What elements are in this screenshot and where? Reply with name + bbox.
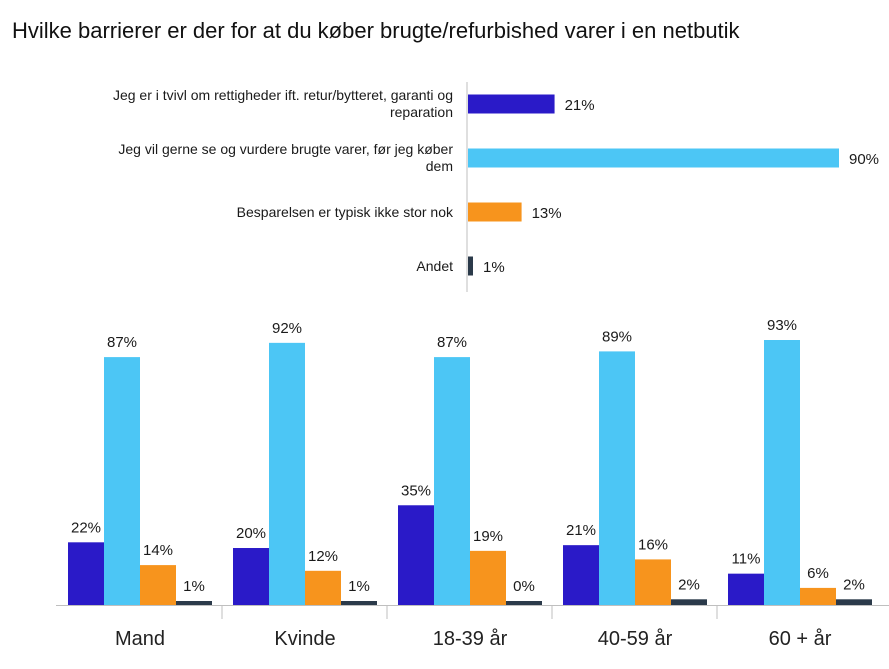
- v-value-label-5-1: 11%: [732, 551, 761, 568]
- v-bar-3-3: [470, 550, 506, 605]
- v-value-label-2-4: 1%: [348, 578, 370, 595]
- v-category-label-3: 18-39 år: [433, 628, 508, 650]
- v-value-label-1-2: 87%: [107, 334, 137, 351]
- v-bar-1-4: [176, 601, 212, 605]
- v-bar-4-3: [635, 559, 671, 605]
- h-category-label-1: Jeg er i tvivl om rettigheder ift. retur…: [113, 87, 453, 120]
- v-bar-2-4: [341, 601, 377, 605]
- h-value-label-1: 21%: [565, 97, 595, 114]
- v-value-label-2-3: 12%: [308, 548, 338, 565]
- h-bar-3: [468, 202, 522, 222]
- v-bar-1-1: [68, 542, 104, 605]
- v-bar-5-2: [764, 340, 800, 605]
- v-bar-2-3: [305, 570, 341, 605]
- v-bar-5-1: [728, 573, 764, 605]
- v-category-label-4: 40-59 år: [598, 628, 673, 650]
- v-bar-4-4: [671, 599, 707, 605]
- h-category-label-2: Jeg vil gerne se og vurdere brugte varer…: [118, 141, 453, 174]
- v-bar-3-1: [398, 505, 434, 605]
- v-value-label-2-1: 20%: [236, 525, 266, 542]
- v-category-label-5: 60 + år: [769, 628, 832, 650]
- v-bar-1-3: [140, 565, 176, 605]
- v-value-label-1-1: 22%: [71, 519, 101, 536]
- v-value-label-3-2: 87%: [437, 334, 467, 351]
- h-value-label-4: 1%: [483, 259, 505, 276]
- v-bar-5-3: [800, 587, 836, 605]
- v-value-label-4-4: 2%: [678, 576, 700, 593]
- v-value-label-3-1: 35%: [401, 482, 431, 499]
- v-value-label-1-4: 1%: [183, 578, 205, 595]
- v-bar-2-1: [233, 548, 269, 605]
- v-value-label-5-4: 2%: [843, 576, 865, 593]
- chart-title: Hvilke barrierer er der for at du køber …: [12, 18, 740, 43]
- v-value-label-4-2: 89%: [602, 328, 632, 345]
- v-value-label-5-2: 93%: [767, 317, 797, 334]
- v-value-label-4-1: 21%: [566, 522, 596, 539]
- h-category-label-3: Besparelsen er typisk ikke stor nok: [237, 204, 454, 220]
- v-bar-1-2: [104, 357, 140, 605]
- h-category-label-4: Andet: [416, 258, 453, 274]
- v-bar-5-4: [836, 599, 872, 605]
- v-value-label-1-3: 14%: [143, 542, 173, 559]
- h-value-label-3: 13%: [532, 205, 562, 222]
- v-bar-3-4: [506, 601, 542, 605]
- v-category-label-2: Kvinde: [274, 628, 335, 650]
- h-value-label-2: 90%: [849, 151, 879, 168]
- h-bar-2: [468, 148, 839, 168]
- v-bar-4-2: [599, 351, 635, 605]
- v-bar-4-1: [563, 545, 599, 605]
- v-value-label-4-3: 16%: [638, 536, 668, 553]
- h-bar-1: [468, 94, 555, 114]
- v-value-label-2-2: 92%: [272, 320, 302, 337]
- h-bar-4: [468, 256, 473, 276]
- v-value-label-3-3: 19%: [473, 528, 503, 545]
- v-value-label-5-3: 6%: [807, 565, 829, 582]
- v-value-label-3-4: 0%: [513, 578, 535, 595]
- v-bar-3-2: [434, 357, 470, 605]
- v-category-label-1: Mand: [115, 628, 165, 650]
- v-bar-2-2: [269, 342, 305, 605]
